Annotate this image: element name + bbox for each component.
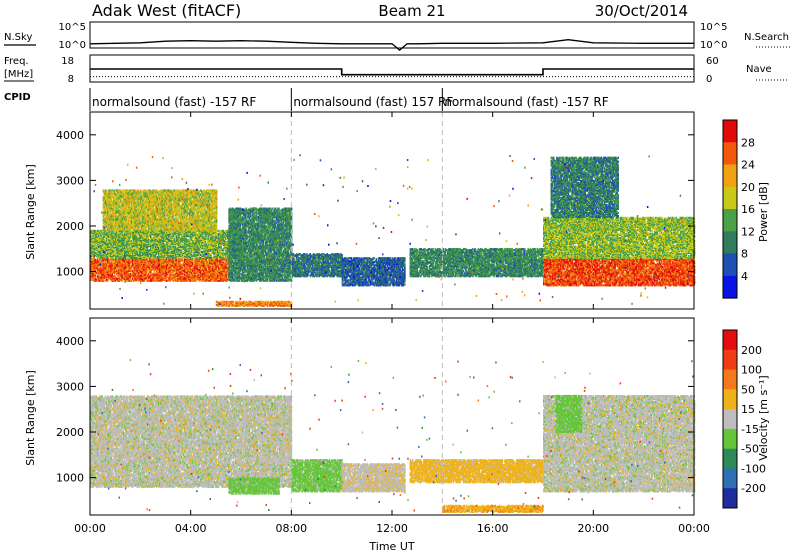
heatmap-region bbox=[90, 229, 243, 259]
y-tick-label: 4000 bbox=[56, 335, 84, 348]
y-tick-label: 1000 bbox=[56, 266, 84, 279]
heatmap-region bbox=[543, 216, 696, 259]
x-tick-label: 08:00 bbox=[275, 522, 307, 535]
heatmap-region bbox=[341, 257, 406, 287]
scatter-noise bbox=[90, 154, 689, 306]
scatter-noise bbox=[97, 359, 694, 512]
nave-tick-bottom: 0 bbox=[706, 74, 712, 85]
heatmap-region bbox=[341, 463, 406, 493]
x-tick-label: 12:00 bbox=[376, 522, 408, 535]
x-tick-label: 00:00 bbox=[74, 522, 106, 535]
cpid-label: CPID bbox=[4, 92, 31, 103]
power-colorbar-tick: 4 bbox=[741, 270, 748, 283]
heatmap-region bbox=[409, 459, 544, 484]
y-tick-label: 3000 bbox=[56, 380, 84, 393]
power-colorbar-tick: 16 bbox=[741, 203, 755, 216]
colorbars: 4 8 12 16 20 24 28 200 100 50 15 -15 -50 -100 -200 bbox=[722, 119, 766, 509]
power-colorbar: 4 8 12 16 20 24 28 bbox=[722, 119, 755, 299]
freq-unit-label: [MHz] bbox=[4, 69, 33, 80]
heatmap-region bbox=[90, 395, 293, 488]
freq-series bbox=[90, 68, 694, 78]
x-tick-label: 20:00 bbox=[577, 522, 609, 535]
heatmap-region bbox=[442, 504, 544, 513]
freq-label: Freq. bbox=[4, 56, 29, 67]
velocity-colorbar-label: Velocity [m s⁻¹] bbox=[757, 375, 770, 460]
cpid-segment-label: normalsound (fast) -157 RF bbox=[444, 95, 608, 109]
heatmap-region bbox=[228, 477, 280, 495]
velocity-colorbar-tick: 100 bbox=[741, 364, 762, 377]
nsky-line bbox=[89, 39, 694, 51]
noise-tick-top-right: 10^5 bbox=[700, 22, 727, 33]
velocity-colorbar-tick: 15 bbox=[741, 403, 755, 416]
heatmap-region bbox=[543, 257, 696, 287]
nave-tick-top: 60 bbox=[706, 56, 719, 67]
nsky-label: N.Sky bbox=[4, 32, 32, 43]
noise-tick-top-left: 10^5 bbox=[59, 22, 86, 33]
velocity-colorbar-tick: -200 bbox=[741, 482, 766, 495]
heatmap-region bbox=[228, 207, 293, 282]
velocity-colorbar-tick: 50 bbox=[741, 383, 755, 396]
velocity-colorbar-tick: -50 bbox=[741, 443, 759, 456]
heatmap-region bbox=[291, 253, 343, 278]
power-colorbar-tick: 12 bbox=[741, 225, 755, 238]
y-tick-label: 2000 bbox=[56, 220, 84, 233]
power-panel bbox=[90, 112, 696, 309]
heatmap-region bbox=[555, 394, 583, 434]
power-colorbar-tick: 8 bbox=[741, 248, 748, 261]
heatmap-region bbox=[409, 248, 544, 278]
y-axis-label-velocity: Slant Range [km] bbox=[24, 370, 37, 466]
heatmap-region bbox=[90, 257, 230, 282]
x-axis-label: Time UT bbox=[368, 540, 414, 553]
noise-tick-bottom-left: 10^0 bbox=[59, 40, 86, 51]
power-colorbar-tick: 28 bbox=[741, 136, 755, 149]
velocity-colorbar-tick: 200 bbox=[741, 344, 762, 357]
x-tick-label: 00:00 bbox=[678, 522, 710, 535]
nsearch-label: N.Search bbox=[744, 32, 789, 43]
heatmap-region bbox=[215, 300, 293, 307]
y-tick-label: 1000 bbox=[56, 472, 84, 485]
nave-label: Nave bbox=[746, 64, 772, 75]
cpid-segment-label: normalsound (fast) 157 RF bbox=[293, 95, 453, 109]
cpid-segment-label: normalsound (fast) -157 RF bbox=[92, 95, 256, 109]
freq-line bbox=[90, 68, 694, 76]
power-colorbar-label: Power [dB] bbox=[757, 182, 770, 242]
velocity-colorbar: 200 100 50 15 -15 -50 -100 -200 bbox=[722, 329, 766, 509]
velocity-colorbar-tick: -15 bbox=[741, 423, 759, 436]
velocity-colorbar-tick: -100 bbox=[741, 462, 766, 475]
station-title: Adak West (fitACF) bbox=[92, 1, 241, 20]
heatmap-region bbox=[102, 189, 218, 232]
noise-strip-frame bbox=[89, 21, 695, 49]
x-tick-label: 16:00 bbox=[477, 522, 509, 535]
y-axis-label-power: Slant Range [km] bbox=[24, 164, 37, 260]
y-tick-label: 3000 bbox=[56, 174, 84, 187]
axes: 00:00 04:00 08:00 12:00 16:00 20:00 00:00 1000 2… bbox=[56, 112, 710, 535]
y-tick-label: 4000 bbox=[56, 129, 84, 142]
x-tick-label: 04:00 bbox=[175, 522, 207, 535]
date-title: 30/Oct/2014 bbox=[595, 2, 688, 20]
freq-tick-top: 18 bbox=[61, 56, 74, 67]
noise-tick-bottom-right: 10^0 bbox=[700, 40, 727, 51]
heatmap-region bbox=[291, 459, 343, 493]
velocity-panel bbox=[90, 318, 696, 515]
noise-series bbox=[89, 39, 694, 51]
cpid-strip: normalsound (fast) -157 RF normalsound (f… bbox=[89, 88, 609, 111]
heatmap-region bbox=[550, 156, 619, 218]
y-tick-label: 2000 bbox=[56, 426, 84, 439]
freq-tick-bottom: 8 bbox=[68, 74, 74, 85]
power-colorbar-tick: 20 bbox=[741, 181, 755, 194]
power-colorbar-tick: 24 bbox=[741, 159, 755, 172]
beam-title: Beam 21 bbox=[378, 2, 445, 20]
